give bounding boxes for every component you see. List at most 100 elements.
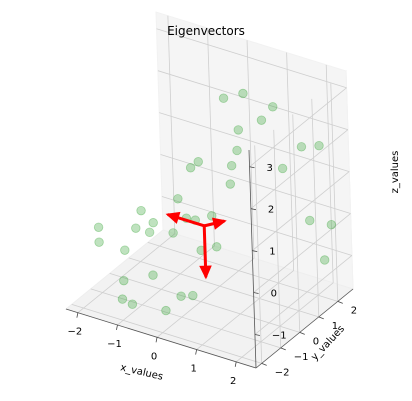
x-tick-label: 2 [230, 376, 236, 387]
chart-title: Eigenvectors [167, 24, 245, 38]
grid-line-y [273, 129, 282, 348]
data-point [127, 299, 138, 309]
data-point [93, 222, 104, 232]
grid-line-z [251, 171, 350, 251]
y-tick-label: 2 [351, 305, 357, 316]
y-tick-mark [280, 347, 286, 351]
x-tick-mark [155, 337, 158, 343]
x-tick-mark [234, 361, 237, 367]
grid-line-x [325, 64, 334, 283]
y-axis-line [255, 288, 354, 369]
grid-line-x [246, 40, 255, 259]
grid-line-y [147, 242, 338, 302]
grid-line-x [77, 233, 176, 313]
data-point [136, 205, 146, 216]
z-tick-mark [250, 208, 256, 211]
grid-line-y [292, 114, 301, 333]
z-tick-mark [254, 334, 261, 336]
data-point [225, 179, 235, 189]
x-tick-label: 1 [190, 364, 196, 375]
x-axis-label: x_values [119, 362, 164, 382]
grid-line-z [156, 28, 347, 89]
z-tick-label: −1 [272, 330, 287, 341]
y-tick-label: −1 [294, 352, 309, 363]
data-point [131, 223, 141, 233]
grid-line-z [253, 213, 351, 293]
data-point [94, 237, 104, 247]
grid-line-z [249, 87, 347, 168]
grid-line-x [207, 27, 215, 246]
y-tick-mark [261, 362, 267, 366]
data-point [188, 290, 198, 301]
grid-line-x [167, 15, 176, 234]
grid-line-y [90, 288, 281, 349]
z-tick-label: 1 [269, 247, 275, 258]
data-point [161, 305, 171, 316]
data-point [218, 93, 229, 103]
data-point [117, 294, 128, 304]
grid-line-x [117, 245, 215, 326]
grid-line-x [196, 270, 294, 350]
grid-line-z [160, 154, 351, 214]
z-tick-mark [253, 292, 259, 294]
grid-line-z [250, 129, 349, 210]
z-tick-mark [249, 166, 255, 169]
data-point [168, 228, 178, 238]
data-point [173, 194, 183, 204]
y-tick-mark [318, 316, 324, 320]
y-tick-mark [299, 332, 305, 335]
grid-line-y [254, 145, 263, 364]
z-axis-label: z_values [390, 151, 401, 194]
data-point [326, 220, 337, 230]
grid-line-x [286, 52, 295, 271]
x-axis-line [65, 308, 257, 369]
data-point [185, 163, 196, 173]
grid-line-z [161, 196, 353, 256]
data-point [233, 125, 243, 135]
eigenvector-arrowhead [199, 265, 212, 280]
eigenvector-arrowhead [165, 211, 181, 224]
data-point [119, 275, 129, 286]
x-tick-mark [195, 349, 198, 355]
data-point [148, 270, 158, 280]
data-point [296, 142, 307, 152]
data-point [268, 102, 278, 112]
data-point [226, 161, 237, 171]
z-axis-line [248, 149, 257, 369]
eigenvector-arrows [165, 211, 227, 280]
grid-line-y [311, 98, 320, 317]
z-tick-label: 3 [267, 163, 273, 174]
grid-line-y [71, 303, 262, 364]
y-tick-label: 1 [332, 321, 338, 332]
grid-line-z [157, 70, 349, 131]
data-point [319, 255, 330, 265]
data-point [212, 242, 222, 252]
data-point [176, 291, 186, 301]
grid-line-z [159, 112, 350, 172]
data-point [120, 245, 130, 255]
z-tick-label: 0 [271, 289, 277, 300]
z-tick-mark [252, 250, 258, 253]
tick-labels: −2 −1 0 1 2 −2 −1 0 1 2 −1 0 1 2 3 [68, 163, 358, 387]
data-point [193, 157, 203, 167]
data-point [256, 115, 267, 125]
axes-panes [64, 11, 355, 370]
x-tick-label: −2 [68, 327, 83, 338]
data-point [148, 218, 158, 228]
data-point [144, 227, 155, 238]
y-tick-label: −2 [275, 367, 290, 378]
x-tick-label: −1 [107, 339, 122, 350]
eigenvector-arrowhead [211, 217, 227, 230]
scatter-points [93, 88, 337, 316]
data-point [305, 215, 315, 226]
x-tick-mark [116, 324, 118, 331]
x-tick-mark [76, 312, 79, 318]
grid-lines [65, 15, 354, 369]
grid-line-y [330, 83, 339, 302]
data-point [277, 163, 288, 174]
grid-line-y [128, 257, 319, 318]
data-point [314, 140, 324, 151]
grid-line-z [254, 255, 353, 335]
grid-line-y [109, 272, 300, 333]
